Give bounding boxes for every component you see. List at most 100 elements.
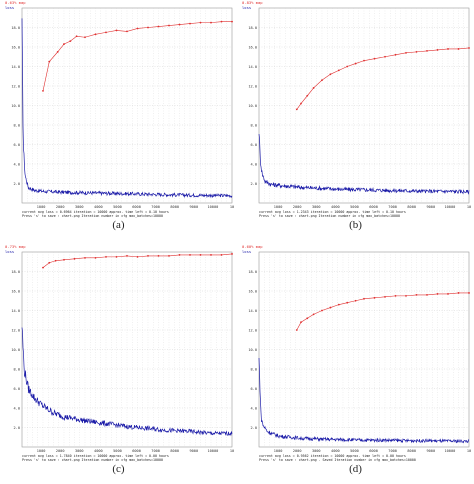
x-tick-label: 6000 — [369, 205, 378, 209]
map-point — [69, 40, 72, 43]
y-tick-label: 16.0 — [248, 46, 257, 50]
chart-panel-a: 18.0 16.0 14.0 12.0 10.0 8.0 6.0 4.0 2.0 1000 2000… — [4, 0, 234, 232]
x-tick-label: 3000 — [312, 449, 321, 453]
map-point — [84, 36, 86, 39]
map-point — [178, 254, 181, 256]
map-point — [373, 57, 376, 60]
x-tick-label: 3000 — [312, 205, 321, 209]
chart-panel-c: 18.0 16.0 14.0 12.0 10.0 8.0 6.0 4.0 2.0 1000 2000… — [4, 244, 234, 476]
map-point — [94, 33, 97, 36]
map-point — [63, 258, 65, 261]
x-tick-label: 5000 — [350, 449, 359, 453]
map-point — [436, 293, 439, 295]
panel-caption-b: (b) — [349, 219, 362, 231]
y-tick-label: 18.0 — [11, 26, 20, 30]
legend-loss-label: loss — [5, 249, 14, 254]
map-point — [54, 259, 57, 262]
map-point — [147, 255, 149, 257]
map-point — [384, 295, 386, 298]
y-tick-label: 4.0 — [14, 163, 21, 167]
y-tick-label: 4.0 — [14, 407, 21, 411]
x-tick-label: 5000 — [113, 449, 122, 453]
x-tick-label: 8000 — [407, 449, 416, 453]
map-point — [231, 20, 233, 23]
legend-loss-label: loss — [242, 5, 251, 10]
x-tick-label: 7000 — [151, 449, 160, 453]
map-point — [415, 50, 418, 53]
x-tick-label: 7000 — [388, 205, 397, 209]
map-point — [136, 27, 139, 30]
map-series-line — [296, 47, 470, 110]
map-point — [168, 24, 170, 27]
y-tick-label: 18.0 — [248, 270, 257, 274]
x-tick-label: 5000 — [350, 205, 359, 209]
map-point — [157, 255, 160, 257]
panel-caption-c: (c) — [112, 463, 125, 475]
x-tick-label: 1000 — [274, 205, 283, 209]
x-tick-label: 6000 — [132, 449, 141, 453]
footer-text: current avg loss = 0.9562 iteration = 10… — [259, 454, 406, 458]
map-point — [426, 294, 428, 296]
map-point — [337, 69, 340, 72]
map-point — [157, 25, 160, 28]
x-tick-label: 10000 — [444, 205, 455, 209]
x-tick-label: 1000 — [274, 449, 283, 453]
map-point — [42, 266, 44, 269]
x-tick-label: 9000 — [426, 205, 435, 209]
footer-text: Press 's' to save : chart.png Iteration … — [22, 214, 163, 218]
map-point — [468, 47, 470, 49]
y-tick-label: 16.0 — [11, 290, 20, 294]
map-point — [220, 20, 223, 23]
map-point — [105, 255, 107, 258]
map-point — [384, 55, 386, 58]
map-point — [42, 89, 44, 92]
x-tick-label: 4000 — [94, 205, 103, 209]
loss-series-line — [21, 18, 233, 199]
y-tick-label: 8.0 — [251, 124, 258, 128]
footer-text: current avg loss = 1.7840 iteration = 10… — [22, 454, 169, 458]
map-point — [126, 30, 128, 33]
map-point — [457, 48, 460, 50]
y-tick-label: 14.0 — [11, 309, 20, 313]
map-point — [126, 255, 128, 257]
map-point — [337, 303, 340, 306]
x-tick-label: 1000 — [37, 449, 46, 453]
map-point — [405, 51, 407, 54]
x-tick-label: 4000 — [94, 449, 103, 453]
x-tick-label: 10 — [467, 205, 471, 209]
footer-text: Press 's' to save : chart.png Iteration … — [259, 214, 400, 218]
map-point — [321, 309, 323, 312]
map-point — [210, 21, 212, 24]
map-point — [136, 255, 139, 258]
x-tick-label: 3000 — [75, 205, 84, 209]
map-point — [363, 297, 365, 300]
legend-map-label: 0.63% map — [5, 0, 26, 5]
map-point — [94, 256, 97, 259]
map-point — [306, 94, 309, 97]
map-point — [346, 65, 349, 68]
map-point — [168, 255, 170, 257]
x-tick-label: 6000 — [132, 205, 141, 209]
legend-map-label: 0.73% map — [5, 244, 26, 249]
map-point — [220, 254, 223, 256]
x-tick-label: 7000 — [151, 205, 160, 209]
map-point — [63, 43, 65, 45]
y-tick-label: 14.0 — [11, 65, 20, 69]
map-series-line — [296, 292, 469, 331]
x-tick-label: 10 — [230, 205, 234, 209]
map-point — [321, 79, 323, 82]
map-point — [346, 301, 349, 304]
x-tick-label: 10 — [467, 449, 471, 453]
map-point — [415, 294, 418, 296]
x-tick-label: 4000 — [331, 205, 340, 209]
footer-text: current avg loss = 1.2343 iteration = 10… — [259, 210, 406, 214]
x-tick-label: 8000 — [170, 449, 179, 453]
y-tick-label: 12.0 — [248, 329, 257, 333]
y-tick-label: 6.0 — [251, 387, 258, 391]
map-point — [75, 35, 78, 38]
legend-map-label: 0.60% map — [242, 244, 263, 249]
map-point — [447, 293, 449, 295]
y-tick-label: 12.0 — [11, 85, 20, 89]
map-point — [436, 49, 439, 51]
map-point — [231, 253, 233, 255]
